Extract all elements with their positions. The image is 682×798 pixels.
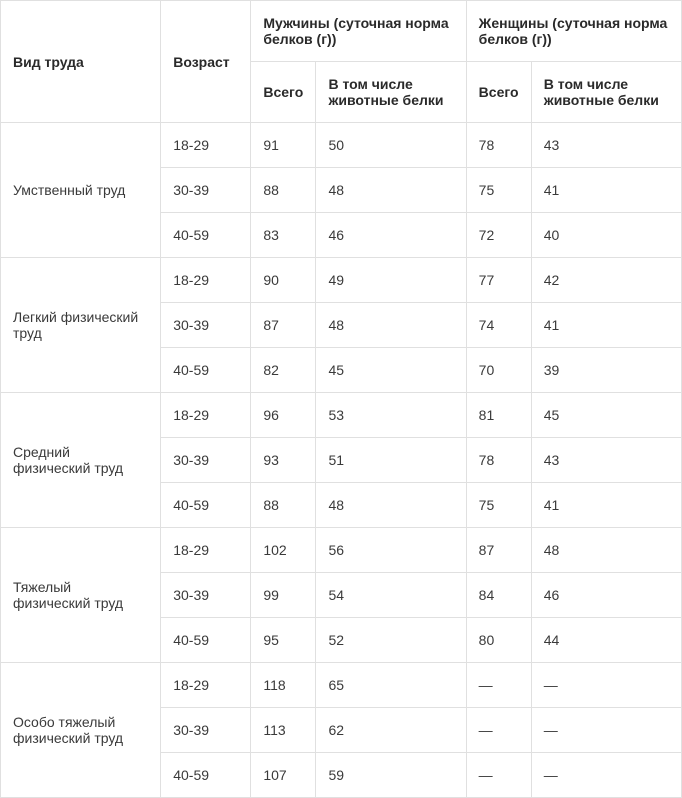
- men-total-cell: 87: [251, 303, 316, 348]
- women-total-cell: 80: [466, 618, 531, 663]
- table-body: Умственный труд18-299150784330-398848754…: [1, 123, 682, 798]
- age-cell: 40-59: [161, 753, 251, 798]
- men-animal-cell: 49: [316, 258, 466, 303]
- women-total-cell: —: [466, 663, 531, 708]
- women-total-cell: 81: [466, 393, 531, 438]
- men-animal-cell: 65: [316, 663, 466, 708]
- men-total-cell: 96: [251, 393, 316, 438]
- men-total-cell: 83: [251, 213, 316, 258]
- protein-norms-table: Вид труда Возраст Мужчины (суточная норм…: [0, 0, 682, 798]
- women-animal-cell: 41: [531, 483, 681, 528]
- women-total-cell: 78: [466, 438, 531, 483]
- table-header: Вид труда Возраст Мужчины (суточная норм…: [1, 1, 682, 123]
- age-cell: 30-39: [161, 303, 251, 348]
- labor-type-cell: Тяжелый физический труд: [1, 528, 161, 663]
- table-row: Особо тяжелый физический труд18-2911865—…: [1, 663, 682, 708]
- age-cell: 30-39: [161, 573, 251, 618]
- table-row: Умственный труд18-2991507843: [1, 123, 682, 168]
- men-total-cell: 95: [251, 618, 316, 663]
- men-total-cell: 93: [251, 438, 316, 483]
- header-women-total: Всего: [466, 62, 531, 123]
- men-total-cell: 91: [251, 123, 316, 168]
- labor-type-cell: Легкий физический труд: [1, 258, 161, 393]
- women-total-cell: 84: [466, 573, 531, 618]
- men-animal-cell: 59: [316, 753, 466, 798]
- women-animal-cell: 40: [531, 213, 681, 258]
- age-cell: 40-59: [161, 618, 251, 663]
- women-animal-cell: 43: [531, 123, 681, 168]
- men-animal-cell: 51: [316, 438, 466, 483]
- women-total-cell: 87: [466, 528, 531, 573]
- men-total-cell: 88: [251, 483, 316, 528]
- women-animal-cell: 48: [531, 528, 681, 573]
- women-total-cell: 75: [466, 168, 531, 213]
- age-cell: 40-59: [161, 213, 251, 258]
- men-animal-cell: 48: [316, 483, 466, 528]
- age-cell: 40-59: [161, 483, 251, 528]
- table-row: Средний физический труд18-2996538145: [1, 393, 682, 438]
- labor-type-cell: Умственный труд: [1, 123, 161, 258]
- header-women: Женщины (суточная норма белков (г)): [466, 1, 681, 62]
- women-animal-cell: —: [531, 753, 681, 798]
- header-labor: Вид труда: [1, 1, 161, 123]
- men-animal-cell: 54: [316, 573, 466, 618]
- women-total-cell: 74: [466, 303, 531, 348]
- men-total-cell: 90: [251, 258, 316, 303]
- men-animal-cell: 46: [316, 213, 466, 258]
- women-total-cell: 77: [466, 258, 531, 303]
- men-animal-cell: 56: [316, 528, 466, 573]
- labor-type-cell: Особо тяжелый физический труд: [1, 663, 161, 798]
- women-animal-cell: 39: [531, 348, 681, 393]
- men-animal-cell: 48: [316, 303, 466, 348]
- table-row: Тяжелый физический труд18-29102568748: [1, 528, 682, 573]
- labor-type-cell: Средний физический труд: [1, 393, 161, 528]
- header-women-animal: В том числе животные белки: [531, 62, 681, 123]
- men-total-cell: 82: [251, 348, 316, 393]
- women-animal-cell: 43: [531, 438, 681, 483]
- men-total-cell: 102: [251, 528, 316, 573]
- age-cell: 18-29: [161, 123, 251, 168]
- women-animal-cell: 46: [531, 573, 681, 618]
- men-animal-cell: 52: [316, 618, 466, 663]
- women-animal-cell: 45: [531, 393, 681, 438]
- men-animal-cell: 50: [316, 123, 466, 168]
- women-total-cell: 72: [466, 213, 531, 258]
- women-animal-cell: 41: [531, 168, 681, 213]
- age-cell: 30-39: [161, 168, 251, 213]
- table-row: Легкий физический труд18-2990497742: [1, 258, 682, 303]
- age-cell: 18-29: [161, 663, 251, 708]
- women-total-cell: 75: [466, 483, 531, 528]
- age-cell: 30-39: [161, 438, 251, 483]
- women-total-cell: —: [466, 753, 531, 798]
- women-total-cell: 78: [466, 123, 531, 168]
- men-animal-cell: 53: [316, 393, 466, 438]
- women-total-cell: 70: [466, 348, 531, 393]
- women-animal-cell: 41: [531, 303, 681, 348]
- men-total-cell: 99: [251, 573, 316, 618]
- age-cell: 18-29: [161, 393, 251, 438]
- age-cell: 40-59: [161, 348, 251, 393]
- men-total-cell: 88: [251, 168, 316, 213]
- age-cell: 18-29: [161, 258, 251, 303]
- women-animal-cell: 42: [531, 258, 681, 303]
- women-animal-cell: —: [531, 663, 681, 708]
- header-men-animal: В том числе животные белки: [316, 62, 466, 123]
- men-animal-cell: 48: [316, 168, 466, 213]
- women-animal-cell: 44: [531, 618, 681, 663]
- men-total-cell: 118: [251, 663, 316, 708]
- header-age: Возраст: [161, 1, 251, 123]
- header-men: Мужчины (суточная норма белков (г)): [251, 1, 466, 62]
- men-animal-cell: 45: [316, 348, 466, 393]
- age-cell: 18-29: [161, 528, 251, 573]
- header-men-total: Всего: [251, 62, 316, 123]
- men-total-cell: 107: [251, 753, 316, 798]
